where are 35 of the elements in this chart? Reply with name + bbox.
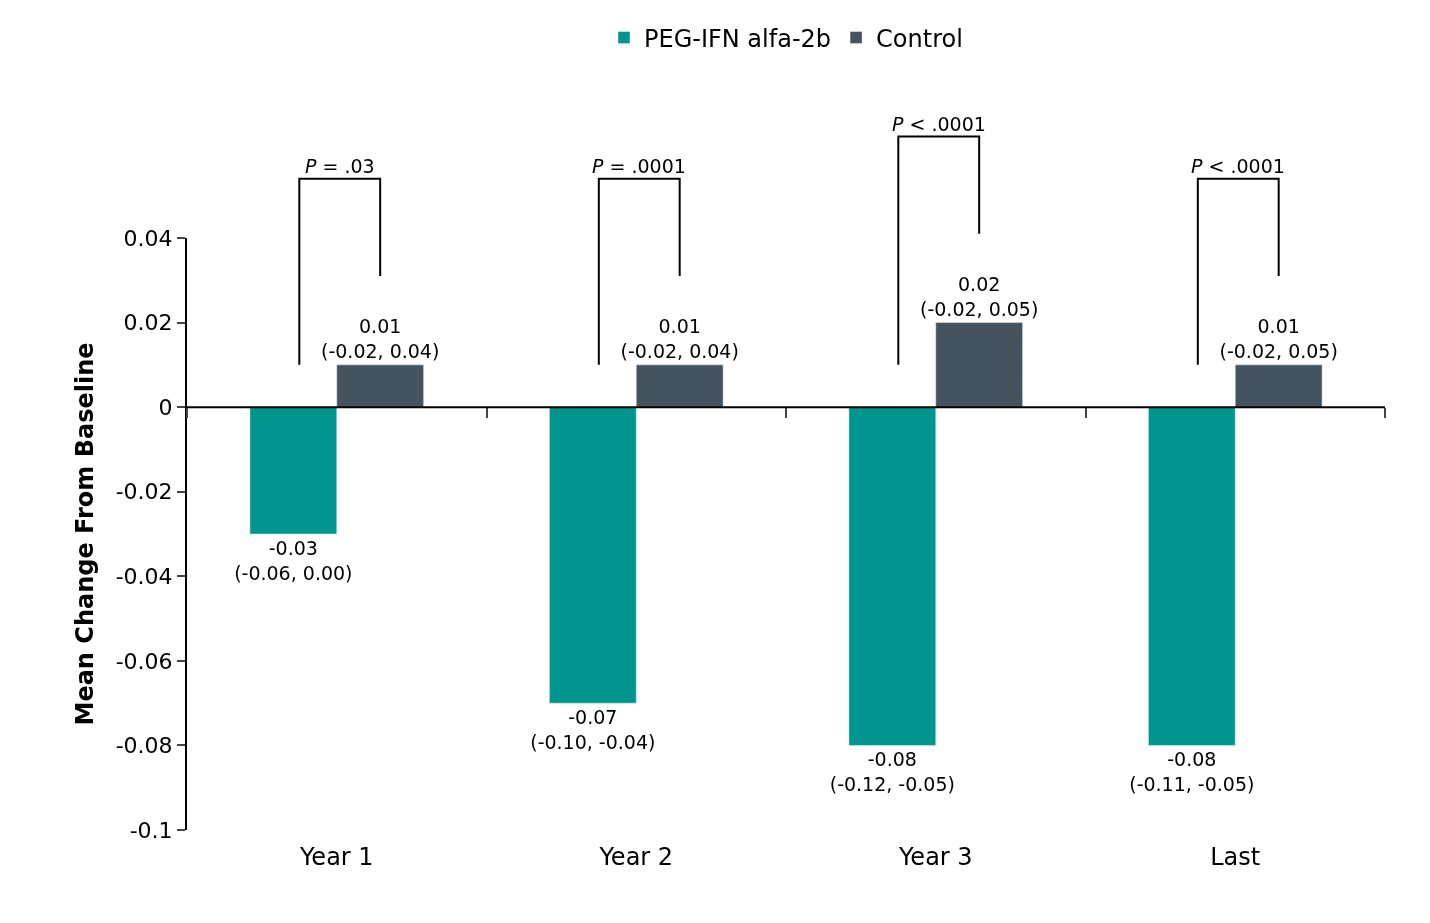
y-tick-label: 0 <box>158 394 173 420</box>
y-tick-label: -0.02 <box>115 479 173 505</box>
bar <box>1235 364 1323 408</box>
y-tick-label: 0.02 <box>123 310 173 336</box>
text: P < .0001 <box>1191 155 1285 177</box>
data-label: 0.02 (-0.02, 0.05) <box>919 272 1039 320</box>
y-tick-label: -0.1 <box>129 817 173 843</box>
bar <box>636 364 724 408</box>
data-label: 0.01 (-0.02, 0.04) <box>320 315 440 362</box>
bar <box>336 364 424 408</box>
x-tick-label: Year 3 <box>897 843 973 871</box>
y-tick-label: -0.04 <box>115 563 173 589</box>
data-label: -0.03 (-0.06, 0.00) <box>234 537 353 584</box>
data-label: -0.07 (-0.10, -0.04) <box>530 706 656 753</box>
data-label: -0.08 (-0.12, -0.05) <box>829 748 955 796</box>
x-tick-label: Year 2 <box>598 843 674 871</box>
data-label: 0.01 (-0.02, 0.05) <box>1219 315 1338 362</box>
text: P = .0001 <box>592 155 686 177</box>
y-axis-title: Mean Change From Baseline <box>71 342 100 726</box>
bar <box>549 406 637 704</box>
y-tick-label: -0.08 <box>115 733 173 759</box>
text: P < .0001 <box>892 113 986 135</box>
x-tick-label: Year 1 <box>298 843 374 871</box>
y-tick-label: 0.04 <box>123 225 173 251</box>
x-tick-label: Last <box>1210 843 1261 871</box>
legend-label: Control <box>876 24 963 53</box>
bar <box>1148 406 1236 746</box>
y-tick-label: -0.06 <box>115 648 173 674</box>
text: P = .03 <box>305 155 375 177</box>
bar <box>935 322 1023 408</box>
data-label: -0.08 (-0.11, -0.05) <box>1129 748 1255 796</box>
bar <box>848 406 936 746</box>
bar <box>249 406 337 535</box>
data-label: 0.01 (-0.02, 0.04) <box>620 315 739 362</box>
legend-label: PEG-IFN alfa-2b <box>644 24 832 53</box>
